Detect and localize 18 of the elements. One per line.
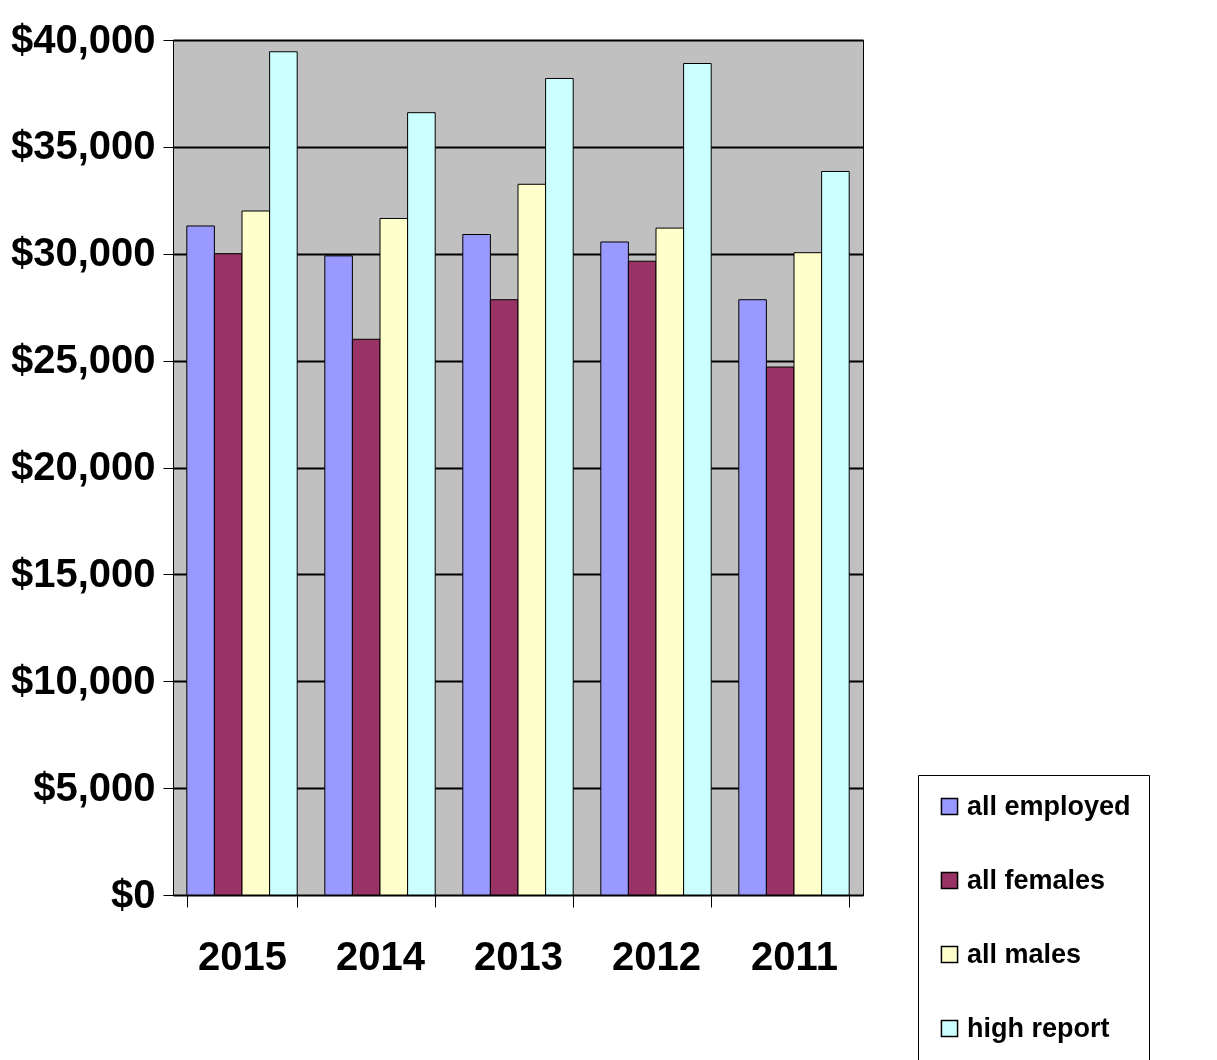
y-tick-label: $0 — [111, 871, 156, 916]
y-tick-label: $35,000 — [10, 123, 156, 168]
x-tick-label: 2012 — [612, 933, 701, 978]
legend-label: high report — [967, 1012, 1110, 1043]
y-tick-label: $20,000 — [10, 444, 156, 488]
x-tick-label: 2011 — [751, 933, 838, 978]
x-tick-label: 2014 — [336, 933, 426, 978]
y-tick-label: $15,000 — [10, 550, 156, 595]
x-tick-label: 2015 — [198, 933, 287, 978]
y-tick-label: $25,000 — [10, 337, 156, 382]
legend-label: all males — [967, 938, 1082, 969]
y-tick-label: $5,000 — [33, 764, 156, 809]
y-tick-label: $40,000 — [10, 16, 156, 61]
x-tick-label: 2013 — [474, 933, 563, 978]
legend-label: all females — [967, 864, 1106, 895]
legend-label: all employed — [967, 790, 1131, 821]
y-tick-label: $30,000 — [10, 230, 156, 275]
y-tick-label: $10,000 — [10, 657, 156, 702]
